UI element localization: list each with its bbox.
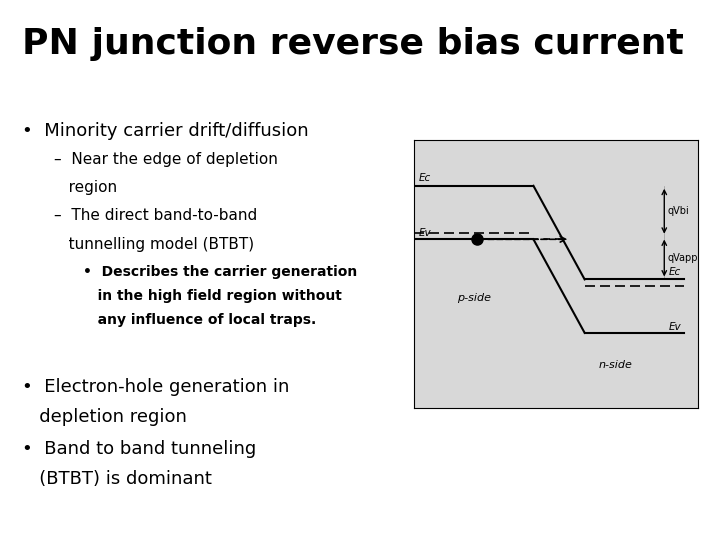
Text: •  Band to band tunneling: • Band to band tunneling bbox=[22, 440, 256, 458]
Text: –  Near the edge of depletion: – Near the edge of depletion bbox=[54, 152, 278, 167]
Text: •  Minority carrier drift/diffusion: • Minority carrier drift/diffusion bbox=[22, 122, 308, 139]
Text: p-side: p-side bbox=[456, 293, 490, 303]
Text: qVapp: qVapp bbox=[667, 253, 698, 263]
Text: region: region bbox=[54, 180, 117, 195]
Text: Ec: Ec bbox=[669, 267, 681, 276]
Text: •  Electron-hole generation in: • Electron-hole generation in bbox=[22, 378, 289, 396]
Text: –  The direct band-to-band: – The direct band-to-band bbox=[54, 208, 257, 224]
Text: qVbi: qVbi bbox=[667, 206, 689, 216]
Text: depletion region: depletion region bbox=[22, 408, 186, 426]
Text: tunnelling model (BTBT): tunnelling model (BTBT) bbox=[54, 237, 254, 252]
Text: Ev: Ev bbox=[669, 321, 681, 332]
Text: in the high field region without: in the high field region without bbox=[83, 289, 342, 303]
Text: Ec: Ec bbox=[418, 173, 431, 183]
Text: n-side: n-side bbox=[599, 360, 633, 369]
Text: any influence of local traps.: any influence of local traps. bbox=[83, 313, 316, 327]
Text: Ev: Ev bbox=[418, 228, 431, 238]
Text: (BTBT) is dominant: (BTBT) is dominant bbox=[22, 470, 212, 488]
Text: PN junction reverse bias current: PN junction reverse bias current bbox=[22, 27, 683, 61]
Text: •  Describes the carrier generation: • Describes the carrier generation bbox=[83, 265, 357, 279]
